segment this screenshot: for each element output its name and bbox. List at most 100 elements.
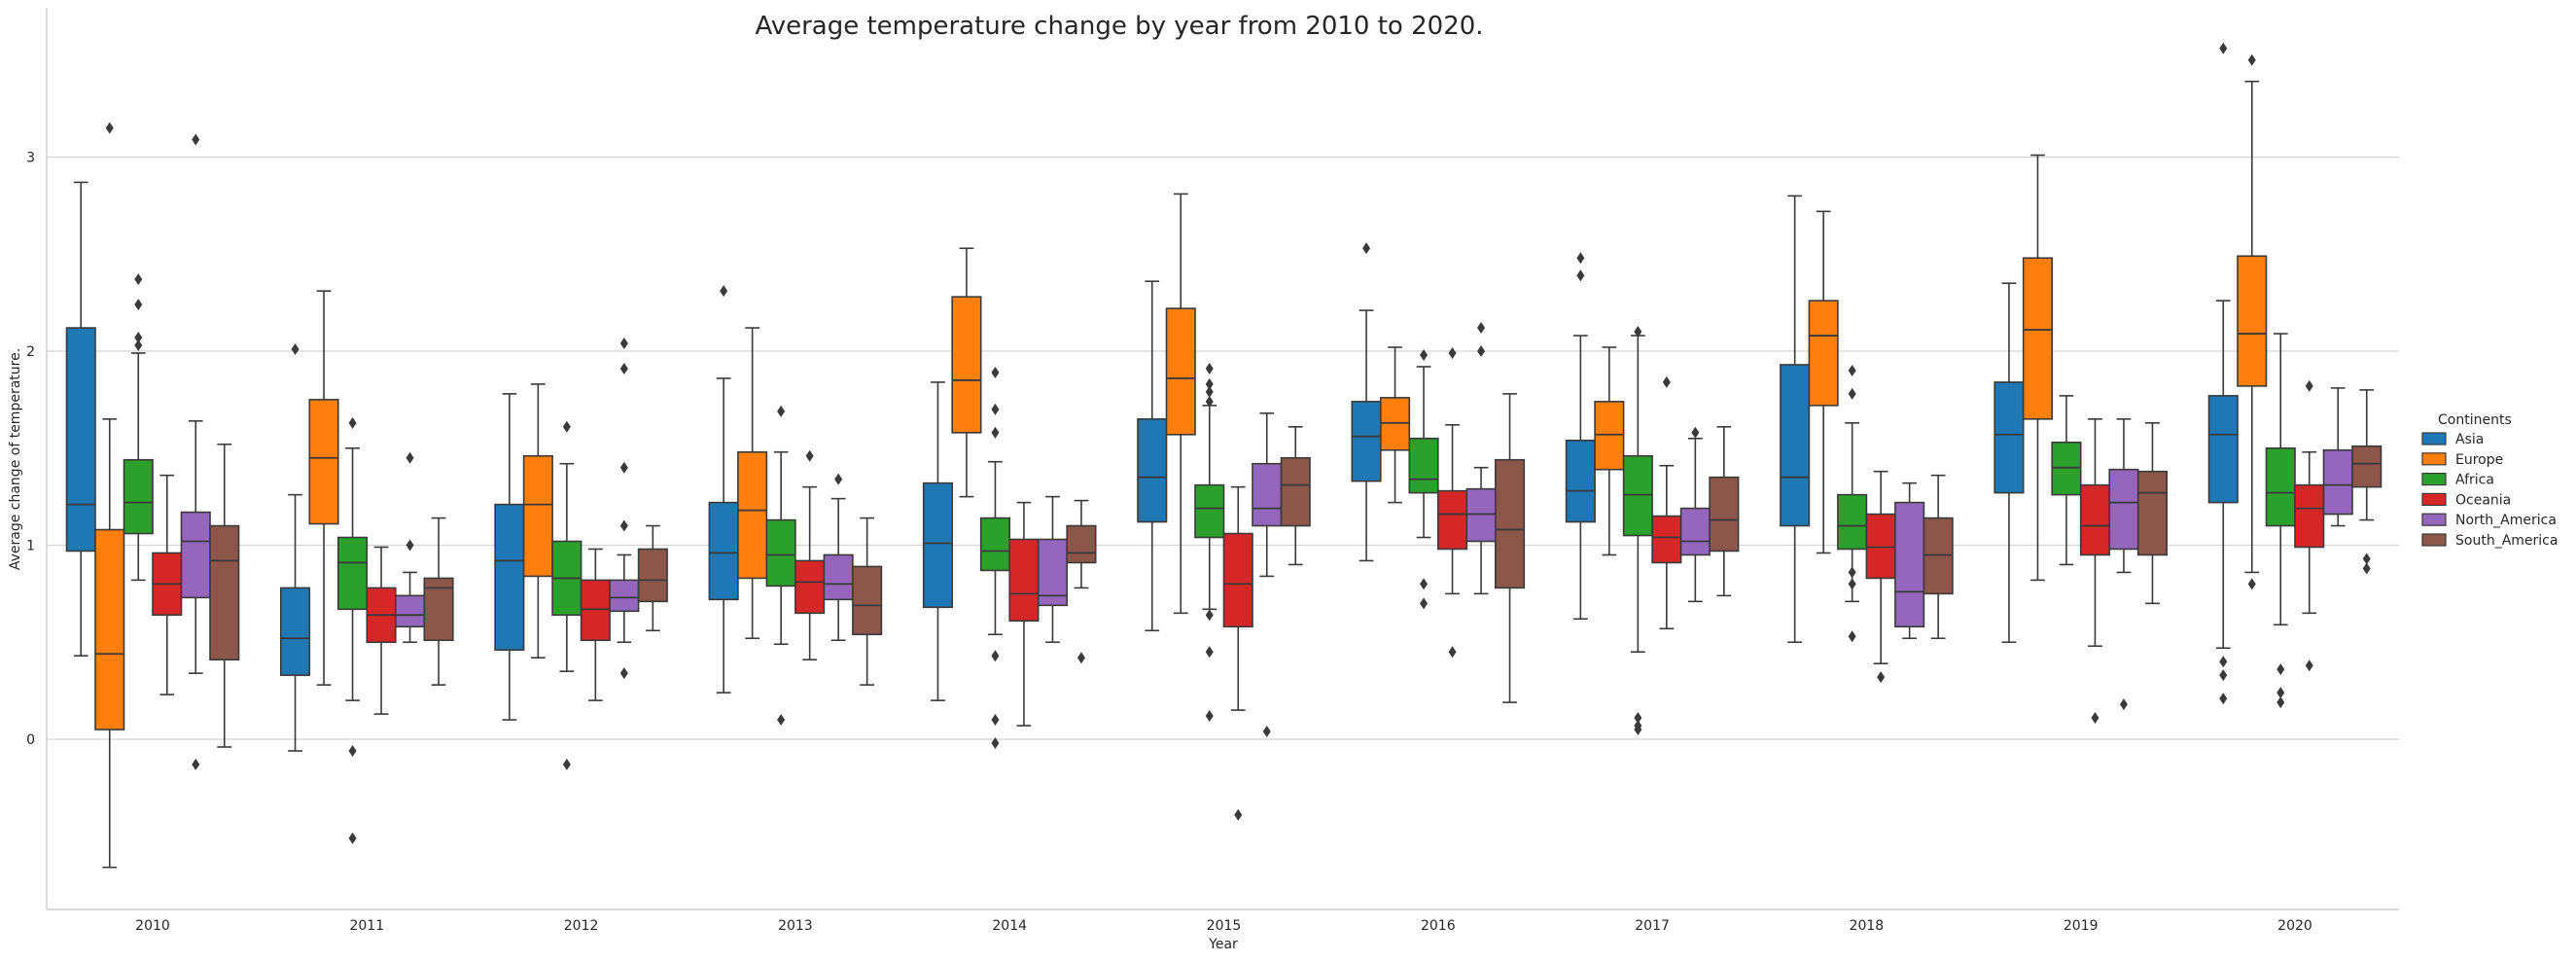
box-south-america-2018 bbox=[1923, 517, 1954, 595]
outlier-point bbox=[1848, 566, 1856, 579]
box-north-america-2016 bbox=[1465, 487, 1497, 543]
outlier-point bbox=[1205, 609, 1214, 622]
outlier-point bbox=[1477, 345, 1486, 357]
box-europe-2015 bbox=[1165, 307, 1196, 436]
box-europe-2019 bbox=[2022, 257, 2053, 420]
box-africa-2014 bbox=[979, 517, 1011, 572]
box-south-america-2019 bbox=[2136, 470, 2168, 556]
outlier-point bbox=[2119, 698, 2128, 711]
legend-label: Africa bbox=[2455, 473, 2494, 488]
box-asia-2015 bbox=[1137, 418, 1168, 523]
outlier-point bbox=[619, 667, 628, 680]
box-africa-2017 bbox=[1622, 454, 1653, 537]
x-tick-label: 2020 bbox=[2277, 918, 2312, 934]
legend-swatch bbox=[2421, 432, 2447, 445]
box-africa-2010 bbox=[123, 458, 154, 535]
outlier-point bbox=[1848, 387, 1856, 400]
outlier-point bbox=[562, 758, 571, 770]
legend-swatch bbox=[2421, 452, 2447, 466]
outlier-point bbox=[1420, 597, 1429, 610]
box-south-america-2012 bbox=[637, 548, 668, 603]
x-tick-label: 2012 bbox=[564, 918, 599, 934]
outlier-point bbox=[1662, 375, 1671, 388]
outlier-point bbox=[2276, 696, 2285, 709]
outlier-point bbox=[2276, 663, 2285, 676]
outlier-point bbox=[991, 366, 1000, 378]
outlier-point bbox=[1205, 385, 1214, 398]
outlier-point bbox=[1205, 646, 1214, 659]
box-north-america-2013 bbox=[823, 553, 854, 601]
box-oceania-2013 bbox=[794, 559, 826, 615]
outlier-point bbox=[777, 405, 786, 417]
outlier-point bbox=[619, 338, 628, 350]
box-north-america-2010 bbox=[180, 511, 211, 599]
outlier-point bbox=[1448, 646, 1457, 659]
outlier-point bbox=[2362, 552, 2371, 565]
x-tick-label: 2015 bbox=[1207, 918, 1242, 934]
outlier-point bbox=[619, 519, 628, 532]
box-oceania-2014 bbox=[1008, 538, 1040, 623]
box-asia-2020 bbox=[2207, 395, 2239, 504]
x-tick-label: 2017 bbox=[1635, 918, 1670, 934]
legend-label: Europe bbox=[2455, 452, 2503, 468]
outlier-point bbox=[1576, 269, 1585, 282]
y-tick-label: 3 bbox=[26, 151, 35, 166]
outlier-point bbox=[2091, 712, 2100, 725]
outlier-point bbox=[1477, 322, 1486, 335]
x-tick-label: 2016 bbox=[1421, 918, 1456, 934]
outlier-point bbox=[1362, 242, 1371, 255]
outlier-point bbox=[2247, 53, 2256, 66]
outlier-point bbox=[134, 339, 143, 352]
outlier-point bbox=[291, 343, 300, 356]
box-africa-2011 bbox=[336, 536, 369, 611]
outlier-point bbox=[1205, 377, 1214, 390]
outlier-point bbox=[1848, 578, 1856, 590]
box-africa-2018 bbox=[1837, 493, 1868, 551]
outlier-point bbox=[134, 273, 143, 286]
box-oceania-2017 bbox=[1651, 515, 1682, 564]
x-tick-label: 2019 bbox=[2064, 918, 2099, 934]
x-axis-label: Year bbox=[1208, 937, 1238, 952]
box-africa-2015 bbox=[1194, 483, 1225, 539]
outlier-point bbox=[991, 426, 1000, 439]
box-europe-2013 bbox=[737, 450, 768, 580]
outlier-point bbox=[1076, 652, 1085, 664]
box-asia-2013 bbox=[708, 501, 739, 601]
box-africa-2020 bbox=[2265, 446, 2296, 527]
box-north-america-2015 bbox=[1252, 462, 1283, 527]
chart-title: Average temperature change by year from … bbox=[755, 12, 1483, 41]
outlier-point bbox=[406, 539, 414, 552]
box-asia-2012 bbox=[494, 503, 525, 652]
box-south-america-2010 bbox=[209, 524, 240, 661]
outlier-point bbox=[1420, 348, 1429, 361]
outlier-point bbox=[805, 449, 814, 462]
outlier-point bbox=[2219, 42, 2228, 54]
box-oceania-2015 bbox=[1222, 532, 1253, 628]
box-asia-2011 bbox=[279, 587, 311, 676]
box-oceania-2020 bbox=[2294, 483, 2325, 549]
outlier-point bbox=[105, 122, 114, 134]
axes-layer: 0 1 2 3 2010 2011 2012 2013 2014 2015 2016 2017 2018… bbox=[26, 8, 2399, 934]
y-axis-label: Average change of temperature. bbox=[8, 348, 23, 570]
outlier-point bbox=[1420, 578, 1429, 590]
box-asia-2014 bbox=[922, 481, 954, 609]
legend: Continents Asia Europe Africa Oceania North_… bbox=[2421, 412, 2558, 549]
box-europe-2011 bbox=[308, 399, 339, 525]
outlier-point bbox=[1205, 395, 1214, 408]
outlier-point bbox=[2305, 379, 2313, 392]
x-tick-label: 2018 bbox=[1850, 918, 1885, 934]
grid-layer bbox=[47, 156, 2399, 740]
box-north-america-2020 bbox=[2322, 448, 2353, 516]
outlier-point bbox=[1848, 364, 1856, 376]
legend-swatch bbox=[2421, 473, 2447, 486]
legend-swatch bbox=[2421, 513, 2447, 526]
outlier-point bbox=[2247, 578, 2256, 590]
box-asia-2019 bbox=[1994, 381, 2025, 494]
legend-label: Oceania bbox=[2455, 492, 2511, 508]
box-south-america-2016 bbox=[1495, 458, 1526, 589]
box-south-america-2017 bbox=[1709, 476, 1740, 552]
box-north-america-2018 bbox=[1894, 501, 1925, 628]
x-tick-label: 2013 bbox=[778, 918, 813, 934]
